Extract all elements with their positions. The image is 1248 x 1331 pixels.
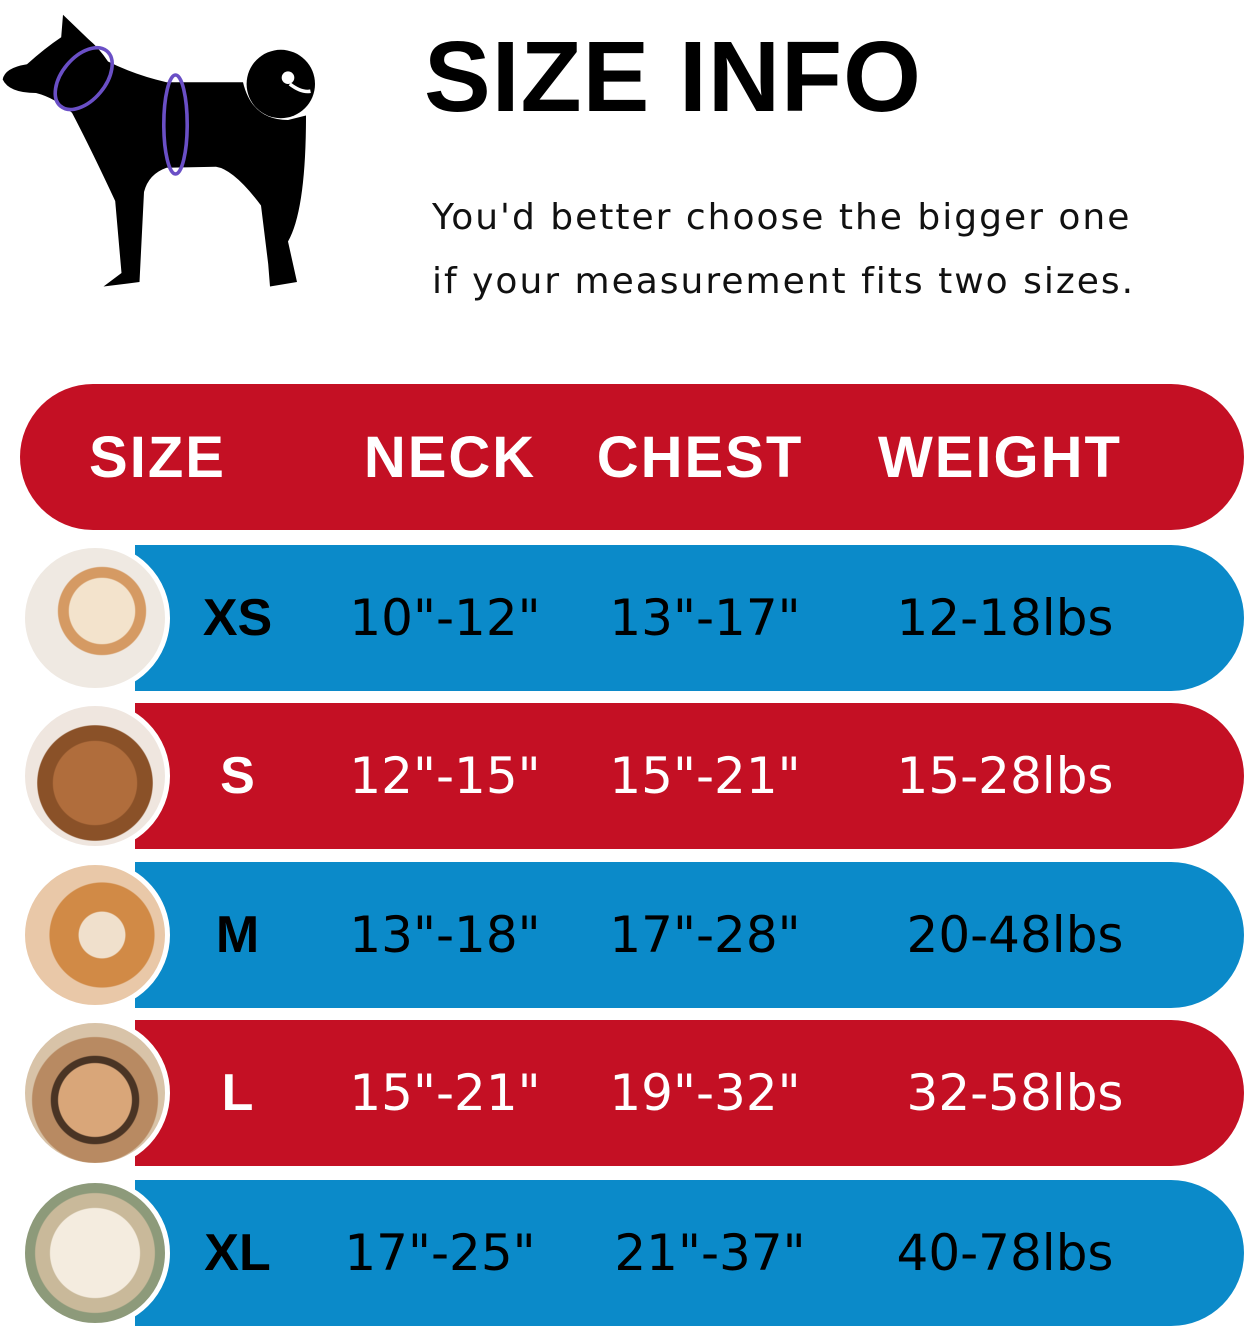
table-header: SIZE NECK CHEST WEIGHT — [20, 384, 1244, 530]
size-label: S — [220, 747, 255, 805]
weight-value: 40-78lbs — [896, 1224, 1114, 1282]
neck-value: 12"-15" — [349, 747, 541, 805]
column-header-weight: WEIGHT — [878, 424, 1122, 490]
shiba-photo — [20, 860, 170, 1010]
dog-tail-icon — [246, 49, 315, 119]
table-row: M 13"-18" 17"-28" 20-48lbs — [135, 862, 1244, 1008]
french-bulldog-photo — [20, 1018, 170, 1168]
chest-value: 17"-28" — [609, 906, 801, 964]
pomeranian-photo — [20, 543, 170, 693]
neck-value: 15"-21" — [349, 1064, 541, 1122]
neck-value: 13"-18" — [349, 906, 541, 964]
labrador-photo — [20, 1178, 170, 1328]
weight-value: 32-58lbs — [906, 1064, 1124, 1122]
column-header-chest: CHEST — [596, 424, 804, 490]
weight-value: 12-18lbs — [896, 589, 1114, 647]
page-title: SIZE INFO — [424, 21, 922, 133]
table-row: XS 10"-12" 13"-17" 12-18lbs — [135, 545, 1244, 691]
poodle-photo — [20, 701, 170, 851]
size-label: XL — [204, 1224, 271, 1282]
dog-measurement-illustration — [2, 14, 315, 287]
size-advice-note: You'd better choose the bigger one if yo… — [432, 197, 1136, 302]
neck-measure-ring — [53, 45, 114, 112]
weight-value: 20-48lbs — [906, 906, 1124, 964]
chest-value: 21"-37" — [614, 1224, 806, 1282]
column-header-size: SIZE — [89, 424, 226, 490]
chest-value: 19"-32" — [609, 1064, 801, 1122]
chest-measure-ring — [162, 73, 189, 176]
table-row: XL 17"-25" 21"-37" 40-78lbs — [135, 1180, 1244, 1326]
table-row: S 12"-15" 15"-21" 15-28lbs — [135, 703, 1244, 849]
table-row: L 15"-21" 19"-32" 32-58lbs — [135, 1020, 1244, 1166]
chest-value: 15"-21" — [609, 747, 801, 805]
neck-value: 10"-12" — [349, 589, 541, 647]
size-label: M — [215, 906, 260, 964]
column-header-neck: NECK — [363, 424, 537, 490]
size-label: XS — [202, 589, 273, 647]
dog-silhouette-icon — [2, 14, 306, 287]
size-label: L — [221, 1064, 254, 1122]
neck-value: 17"-25" — [344, 1224, 536, 1282]
chest-value: 13"-17" — [609, 589, 801, 647]
weight-value: 15-28lbs — [896, 747, 1114, 805]
